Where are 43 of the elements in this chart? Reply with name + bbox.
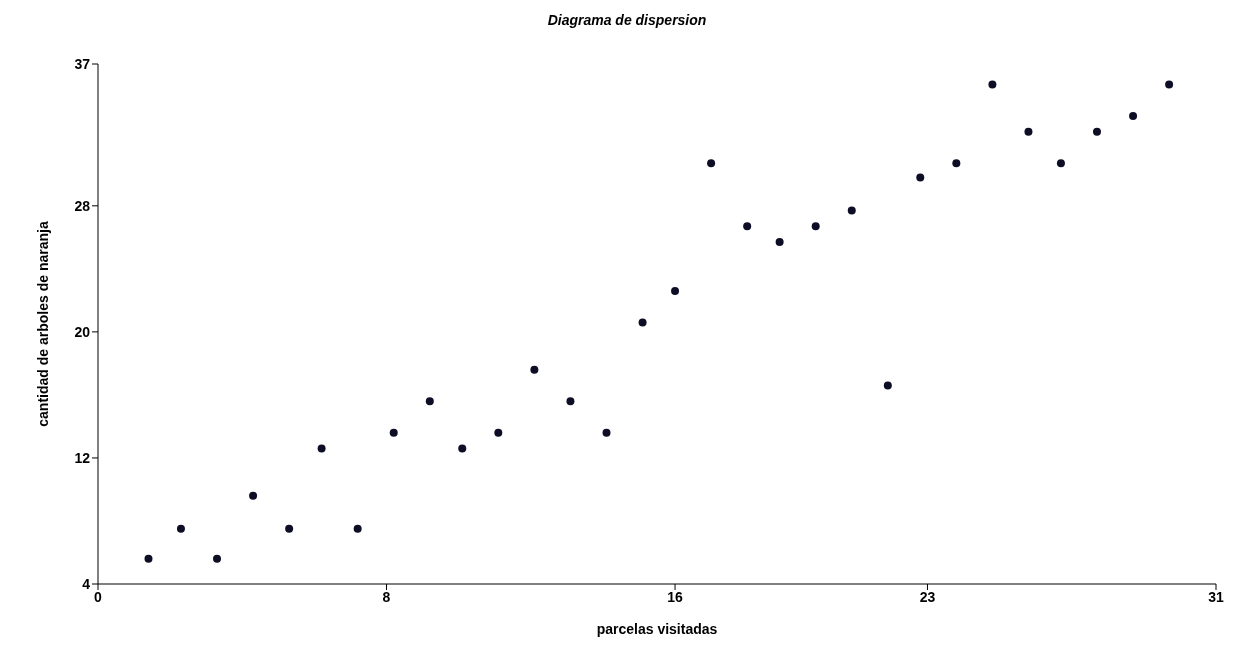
point xyxy=(743,222,752,231)
x-tick-label: 16 xyxy=(667,588,684,605)
point xyxy=(389,428,398,437)
y-axis-title: cantidad de arboles de naranja xyxy=(34,221,51,427)
point xyxy=(530,365,539,374)
point xyxy=(1092,127,1101,136)
x-tick-label: 8 xyxy=(382,588,391,605)
y-tick-label: 37 xyxy=(74,55,91,72)
point xyxy=(249,491,258,500)
point xyxy=(988,80,997,89)
y-tick-label: 20 xyxy=(74,323,91,340)
point xyxy=(638,318,647,327)
point xyxy=(176,524,185,533)
point xyxy=(353,524,362,533)
point xyxy=(847,206,856,215)
point xyxy=(811,222,820,231)
y-tick-label: 28 xyxy=(74,197,91,214)
point xyxy=(1024,127,1033,136)
point xyxy=(494,428,503,437)
point xyxy=(775,238,784,247)
point xyxy=(458,444,467,453)
point xyxy=(952,159,961,168)
y-tick-label: 4 xyxy=(82,575,91,592)
point xyxy=(144,554,153,563)
point xyxy=(1056,159,1065,168)
point xyxy=(1129,112,1138,120)
point xyxy=(883,381,892,390)
x-tick-label: 31 xyxy=(1208,588,1224,605)
x-axis-title: parcelas visitadas xyxy=(596,621,718,637)
point xyxy=(707,159,716,168)
chart-title: Diagrama de dispersion xyxy=(546,11,708,30)
point xyxy=(566,397,575,406)
point xyxy=(671,286,680,295)
x-tick-label: 0 xyxy=(94,588,103,605)
point xyxy=(213,554,222,563)
point xyxy=(317,444,326,453)
x-tick-label: 23 xyxy=(919,588,936,605)
y-tick-label: 12 xyxy=(74,449,91,466)
point xyxy=(602,428,611,437)
point xyxy=(425,397,434,406)
point xyxy=(285,524,294,533)
point xyxy=(916,173,925,182)
point xyxy=(1165,80,1174,89)
